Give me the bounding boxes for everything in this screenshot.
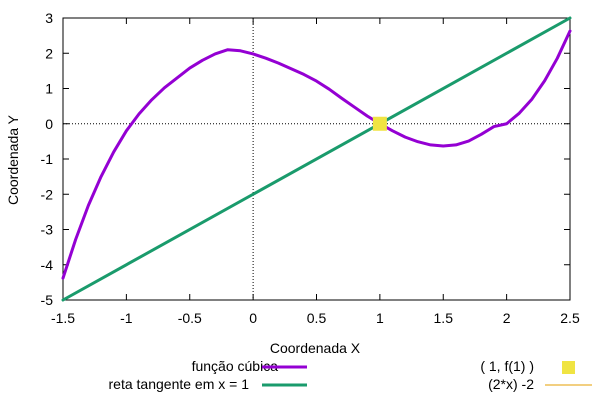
y-axis-label: Coordenada Y — [5, 114, 21, 205]
x-axis-label: Coordenada X — [270, 340, 361, 356]
legend-label-2: ( 1, f(1) ) — [480, 358, 534, 374]
y-tick-label: 3 — [45, 10, 53, 26]
x-tick-label: -1 — [120, 310, 133, 326]
x-tick-label: -0.5 — [178, 310, 202, 326]
series-point-2 — [372, 116, 387, 131]
x-tick-label: 0.5 — [307, 310, 327, 326]
x-tick-label: 1 — [376, 310, 384, 326]
x-tick-label: 0 — [249, 310, 257, 326]
x-tick-label: -1.5 — [51, 310, 75, 326]
y-tick-label: 0 — [45, 116, 53, 132]
y-tick-label: -2 — [41, 186, 54, 202]
y-tick-label: -5 — [41, 292, 54, 308]
legend-label-3: (2*x) -2 — [488, 376, 534, 392]
y-tick-label: -3 — [41, 222, 54, 238]
x-tick-label: 2.5 — [560, 310, 580, 326]
series-line-1 — [61, 16, 572, 302]
y-tick-label: 1 — [45, 81, 53, 97]
y-tick-label: -4 — [41, 257, 54, 273]
legend-label-1: reta tangente em x = 1 — [109, 376, 250, 392]
y-tick-label: -1 — [41, 151, 54, 167]
y-tick-label: 2 — [45, 45, 53, 61]
legend-label-0: função cúbica — [192, 358, 279, 374]
legend-swatch-2 — [562, 361, 575, 374]
series-line-0 — [61, 29, 572, 280]
x-tick-label: 1.5 — [434, 310, 454, 326]
plot-border — [62, 17, 571, 301]
x-tick-label: 2 — [503, 310, 511, 326]
